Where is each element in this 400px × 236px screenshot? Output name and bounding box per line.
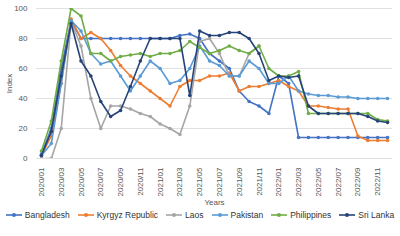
svg-text:100: 100 — [14, 4, 28, 13]
svg-text:2021/05: 2021/05 — [195, 167, 204, 196]
svg-text:2022/01: 2022/01 — [274, 167, 283, 196]
svg-text:2022/03: 2022/03 — [294, 167, 303, 196]
svg-text:40: 40 — [19, 94, 28, 103]
svg-text:2021/01: 2021/01 — [156, 167, 165, 196]
svg-text:2021/07: 2021/07 — [215, 167, 224, 196]
svg-text:2022/05: 2022/05 — [314, 167, 323, 196]
svg-text:2022/07: 2022/07 — [334, 167, 343, 196]
svg-text:2020/01: 2020/01 — [37, 167, 46, 196]
svg-text:2021/11: 2021/11 — [255, 167, 264, 196]
svg-text:2020/11: 2020/11 — [136, 167, 145, 196]
html-text:Sri Lanka: Sri Lanka — [358, 210, 395, 220]
svg-text:2021/09: 2021/09 — [235, 167, 244, 196]
svg-text:2020/05: 2020/05 — [77, 167, 86, 196]
svg-text:2020/09: 2020/09 — [116, 167, 125, 196]
svg-text:2022/09: 2022/09 — [353, 167, 362, 196]
svg-text:80: 80 — [19, 34, 28, 43]
svg-text:Index: Index — [5, 74, 14, 94]
svg-text:Years: Years — [204, 198, 224, 207]
html-text:Bangladesh: Bangladesh — [24, 210, 70, 220]
html-text:Pakistan: Pakistan — [230, 210, 264, 220]
html-text:Philippines: Philippines — [290, 210, 332, 220]
svg-text:2020/07: 2020/07 — [96, 167, 105, 196]
svg-text:60: 60 — [19, 64, 28, 73]
html-text:Laos: Laos — [185, 210, 204, 220]
svg-text:0: 0 — [23, 154, 28, 163]
svg-text:2022/11: 2022/11 — [373, 167, 382, 196]
svg-text:20: 20 — [19, 124, 28, 133]
svg-text:2021/03: 2021/03 — [175, 167, 184, 196]
svg-text:2020/03: 2020/03 — [57, 167, 66, 196]
html-text:Kyrgyz Republic: Kyrgyz Republic — [96, 210, 159, 220]
